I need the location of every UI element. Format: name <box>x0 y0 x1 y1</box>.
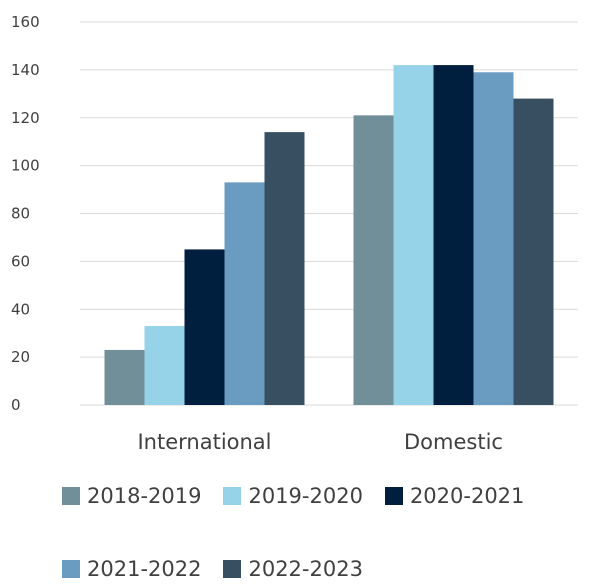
y-tick-label: 0 <box>11 396 21 414</box>
y-tick-label: 60 <box>11 252 30 270</box>
bar-chart: 0 20 40 60 80 100 120 140 160 International Domes… <box>11 13 578 454</box>
x-category-label: International <box>137 430 271 454</box>
bar-2020-2021-Domestic <box>433 65 474 406</box>
bar-2018-2019-Domestic <box>353 115 394 405</box>
legend-item: 2019-2020 <box>223 484 363 508</box>
legend-swatch <box>223 560 242 578</box>
legend-item: 2018-2019 <box>62 484 201 508</box>
legend-row-2: 2021-2022 2022-2023 <box>62 557 385 581</box>
bar-2021-2022-Domestic <box>473 72 514 406</box>
legend-label: 2020-2021 <box>409 484 525 508</box>
y-tick-label: 100 <box>11 157 40 175</box>
bar-2019-2020-International <box>144 326 185 405</box>
bars <box>104 65 554 406</box>
legend-label: 2022-2023 <box>248 557 363 581</box>
legend-swatch <box>62 487 80 505</box>
y-tick-label: 20 <box>11 348 30 366</box>
bar-2018-2019-International <box>104 349 145 405</box>
y-axis-ticks: 0 20 40 60 80 100 120 140 160 <box>11 13 40 414</box>
legend-item: 2020-2021 <box>384 484 525 508</box>
y-tick-label: 80 <box>11 205 30 223</box>
legend-swatch <box>62 560 80 578</box>
legend-label: 2019-2020 <box>248 484 363 508</box>
y-tick-label: 40 <box>11 300 30 318</box>
legend-label: 2021-2022 <box>87 557 202 581</box>
legend-item: 2021-2022 <box>62 557 201 581</box>
y-tick-label: 120 <box>11 109 40 127</box>
y-tick-label: 140 <box>11 61 40 79</box>
x-axis-categories: International Domestic <box>137 430 502 454</box>
bar-2021-2022-International <box>224 182 265 405</box>
bar-2019-2020-Domestic <box>393 65 434 406</box>
legend-item: 2022-2023 <box>223 557 363 581</box>
legend-swatch <box>384 487 403 505</box>
legend-swatch <box>223 487 242 505</box>
bar-2020-2021-International <box>184 249 225 405</box>
legend-label: 2018-2019 <box>87 484 202 508</box>
bar-2022-2023-International <box>264 132 305 406</box>
legend-row-1: 2018-2019 2019-2020 2020-2021 <box>62 484 546 508</box>
y-tick-label: 160 <box>11 13 40 31</box>
bar-2022-2023-Domestic <box>513 98 554 405</box>
x-category-label: Domestic <box>404 430 503 454</box>
